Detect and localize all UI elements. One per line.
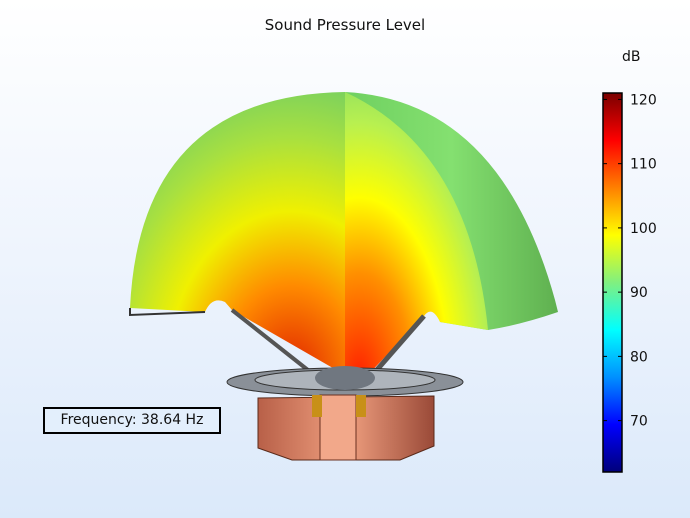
frequency-label: Frequency: 38.64 Hz (43, 407, 221, 434)
dome-right-half (345, 92, 488, 378)
dome-surface (129, 92, 558, 382)
colorbar-bar (602, 92, 623, 473)
chart-title: Sound Pressure Level (264, 16, 426, 34)
colorbar-tick-label: 110 (630, 157, 657, 173)
colorbar-tick-label: 120 (630, 92, 657, 108)
speaker-driver (226, 366, 464, 461)
colorbar-tick-label: 70 (630, 414, 648, 430)
colorbar-tick-label: 100 (630, 221, 657, 237)
dome-left-half (130, 92, 345, 375)
colorbar: 70 80 90 100 110 120 (602, 92, 657, 473)
colorbar-tick-label: 90 (630, 285, 648, 301)
colorbar-tick-label: 80 (630, 349, 648, 365)
colorbar-unit: dB (622, 49, 641, 65)
